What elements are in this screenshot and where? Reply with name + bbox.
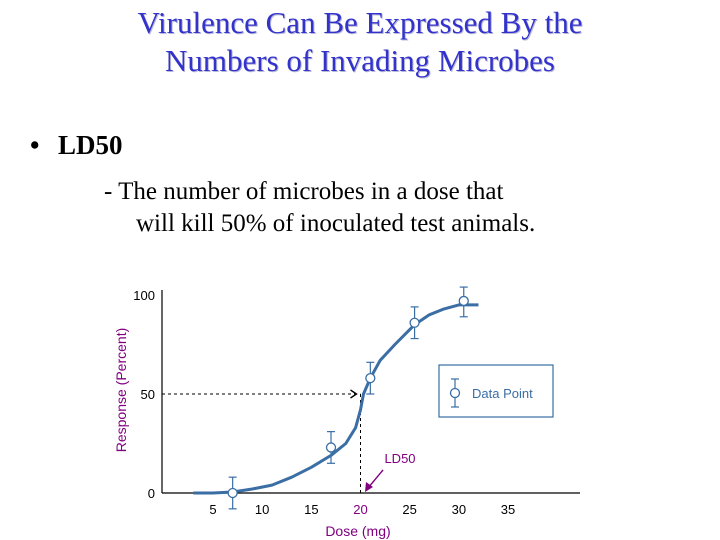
legend: Data Point [438,364,554,418]
slide-title: Virulence Can Be Expressed By the Number… [0,4,720,80]
data-points [227,286,469,510]
x-tick-label: 25 [402,502,416,517]
point-marker-icon [325,442,337,453]
data-point [365,361,376,395]
x-axis-label: Dose (mg) [325,523,390,539]
x-tick-label: 15 [304,502,318,517]
ld50-arrow-icon [350,389,358,399]
x-tick-label: 30 [452,502,466,517]
ld50-annotation: LD50 [365,451,416,492]
data-point [458,286,469,318]
x-tick-label: 20 [353,502,367,517]
legend-marker-icon [449,387,461,399]
point-marker-icon [458,295,469,307]
x-tick-label: 10 [255,502,269,517]
sub-text: - The number of microbes in a dose that … [104,176,704,240]
bullet-dot-icon: • [30,130,40,160]
sub-line-2: will kill 50% of inoculated test animals… [136,210,536,237]
ld50-guide-lines [162,389,361,493]
bullet-item: • LD50 [30,130,123,161]
sub-line-1: - The number of microbes in a dose that [104,178,504,205]
data-point [227,476,238,510]
bullet-label: LD50 [58,130,123,160]
y-axis-label: Response (Percent) [113,328,129,453]
x-tick-label: 35 [501,502,515,517]
point-marker-icon [409,317,420,328]
x-tick-label: 5 [209,502,216,517]
title-line-1: Virulence Can Be Expressed By the [137,5,583,40]
ld50-pointer-line [367,469,384,489]
x-tick-labels: 5 10 15 20 25 30 35 [209,502,515,517]
data-point [325,431,337,464]
data-point [409,306,420,340]
point-marker-icon [227,487,238,499]
y-tick-label: 100 [133,288,155,303]
ld50-pointer-arrow-icon [365,482,373,492]
point-marker-icon [365,373,376,384]
ld50-label: LD50 [384,451,415,466]
legend-label: Data Point [472,386,533,401]
title-line-2: Numbers of Invading Microbes [165,43,555,78]
y-tick-label: 0 [148,486,155,501]
y-tick-labels: 0 50 100 [133,288,155,501]
y-tick-label: 50 [141,387,155,402]
response-curve [193,303,479,495]
